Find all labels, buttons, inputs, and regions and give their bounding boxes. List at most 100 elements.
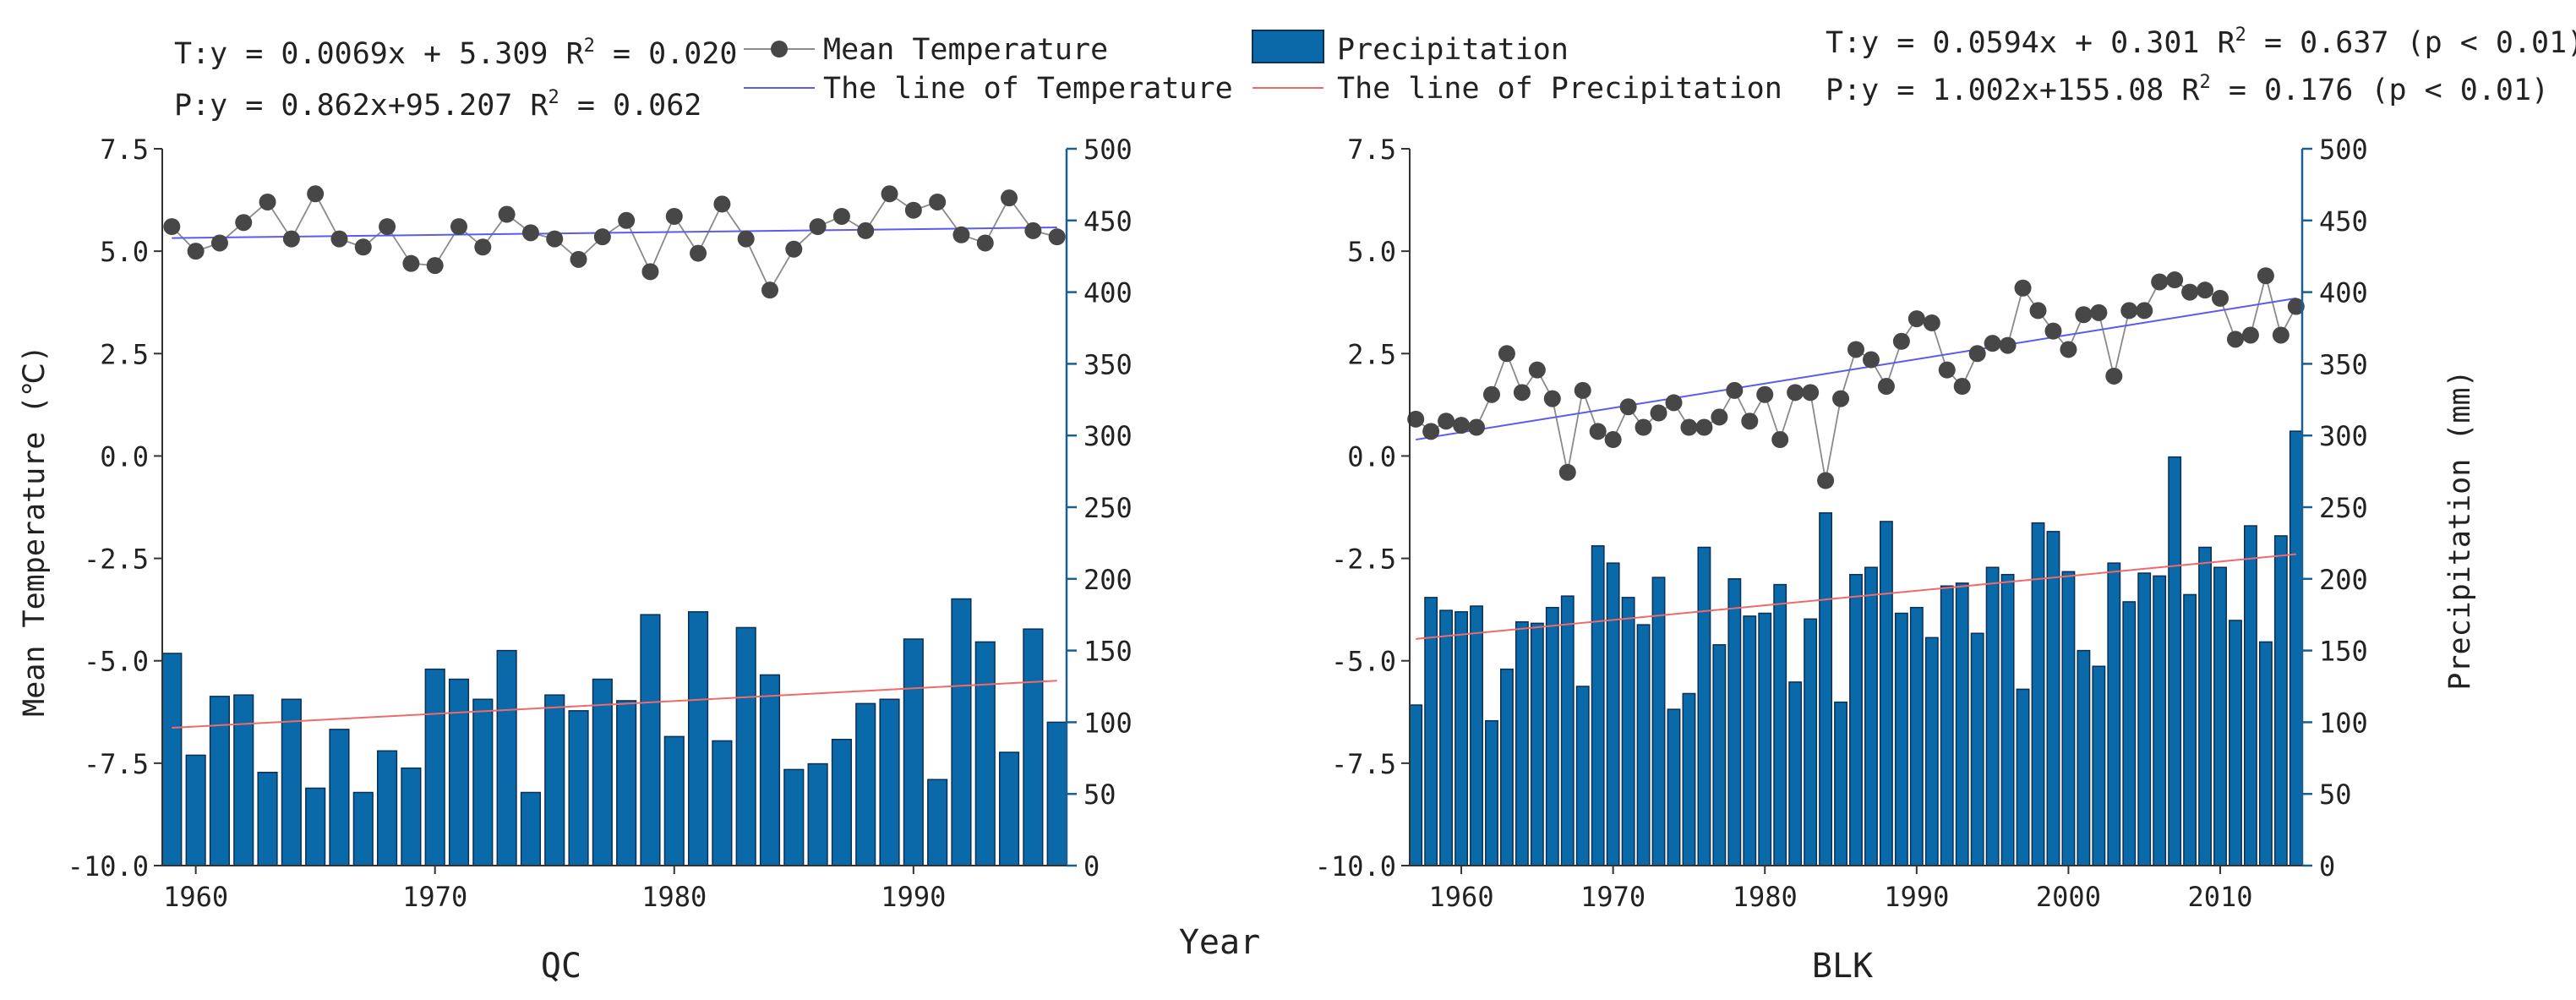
precipitation-bar xyxy=(1636,624,1651,866)
temperature-point xyxy=(570,250,587,268)
right-ticks-qc: 0 50 100 150 200 250 300 350 400 450 500 xyxy=(1067,134,1132,883)
right-tick-label: 150 xyxy=(1083,636,1132,668)
x-axis-label: Year xyxy=(1179,923,1260,962)
precipitation-bar xyxy=(1454,611,1469,866)
precipitation-bar xyxy=(1894,612,1908,866)
x-tick-label: 1960 xyxy=(163,881,228,913)
temperature-point xyxy=(1817,472,1835,489)
left-tick-label: -10.0 xyxy=(1315,850,1396,883)
temperature-point xyxy=(1407,410,1425,428)
temperature-point xyxy=(187,243,205,260)
precipitation-bar xyxy=(903,638,924,866)
temperature-point xyxy=(1498,345,1515,363)
equation-precipitation-qc: P:y = 0.862x+95.207 R2 = 0.062 xyxy=(174,87,701,123)
right-tick-label: 200 xyxy=(2319,564,2368,596)
precipitation-bar xyxy=(1530,622,1544,866)
right-tick-label: 0 xyxy=(1083,850,1100,883)
temperature-point xyxy=(426,257,444,275)
left-tick-label: -5.0 xyxy=(1331,646,1396,678)
left-tick-label: -7.5 xyxy=(1331,748,1396,780)
temperature-point xyxy=(832,207,850,225)
temperature-point xyxy=(2044,322,2062,340)
temperature-point xyxy=(1847,341,1864,358)
right-tick-label: 500 xyxy=(1083,134,1132,166)
left-tick-label: -5.0 xyxy=(84,646,149,678)
right-tick-label: 100 xyxy=(1083,707,1132,739)
temperature-point xyxy=(690,244,707,262)
x-tick-label: 1970 xyxy=(402,881,467,913)
temperature-points-qc xyxy=(163,185,1066,299)
temperature-point xyxy=(1482,385,1500,403)
temperature-point xyxy=(2029,302,2047,320)
precipitation-bar xyxy=(352,791,374,866)
precipitation-bar xyxy=(1864,566,1878,866)
legend-precipitation: Precipitation xyxy=(1252,30,1569,67)
precipitation-bar xyxy=(1985,566,2000,866)
precipitation-bar xyxy=(2122,601,2137,866)
precipitation-bar xyxy=(1773,583,1787,866)
left-tick-label: 0.0 xyxy=(1347,440,1396,473)
right-ticks-blk: 0 50 100 150 200 250 300 350 400 450 500 xyxy=(2302,134,2368,883)
x-ticks-blk: 1960 1970 1980 1990 2000 2010 xyxy=(1429,866,2253,913)
temperature-point xyxy=(450,218,468,236)
precipitation-bar xyxy=(1743,615,1757,866)
right-tick-label: 50 xyxy=(2319,779,2352,811)
right-tick-label: 300 xyxy=(1083,420,1132,452)
legend-label-temperature-line: The line of Temperature xyxy=(823,72,1233,106)
precipitation-bar xyxy=(209,696,231,866)
precipitation-bar xyxy=(520,791,541,866)
temperature-point xyxy=(2287,298,2305,315)
temperature-point xyxy=(2197,281,2214,299)
temperature-point xyxy=(929,193,947,210)
right-tick-label: 100 xyxy=(2319,707,2368,739)
precipitation-bar xyxy=(759,674,781,866)
right-tick-label: 200 xyxy=(1083,564,1132,596)
temperature-point xyxy=(2014,279,2032,297)
panel-qc: -10.0 -7.5 -5.0 -2.5 0.0 2.5 5.0 7.5 0 50 100 150 20… xyxy=(68,134,1132,913)
temperature-point xyxy=(1528,361,1546,379)
left-tick-label: 5.0 xyxy=(1347,236,1396,268)
precipitation-bars-qc xyxy=(161,598,1067,866)
temperature-point xyxy=(1589,423,1607,440)
precipitation-bar xyxy=(974,641,996,866)
temperature-point xyxy=(1711,408,1728,426)
x-tick-label: 1990 xyxy=(1884,881,1949,913)
precipitation-bar xyxy=(1470,605,1483,866)
precipitation-bar xyxy=(1834,701,1847,866)
left-tick-label: 2.5 xyxy=(100,338,149,370)
legend-precipitation-line: The line of Precipitation xyxy=(1253,72,1782,106)
temperature-point xyxy=(1999,336,2017,354)
temperature-point xyxy=(379,218,396,236)
precipitation-bar xyxy=(2213,566,2227,866)
temperature-point xyxy=(1862,351,1880,369)
legend: Mean Temperature The line of Temperature… xyxy=(744,30,1782,106)
x-tick-label: 1990 xyxy=(881,881,946,913)
left-tick-label: 5.0 xyxy=(100,236,149,268)
precipitation-bar xyxy=(2000,573,2015,866)
temperature-point xyxy=(2226,331,2244,348)
temperature-point xyxy=(737,230,755,248)
precipitation-bar xyxy=(2077,649,2091,866)
left-ticks-qc: -10.0 -7.5 -5.0 -2.5 0.0 2.5 5.0 7.5 xyxy=(68,134,162,883)
right-tick-label: 50 xyxy=(1083,779,1116,811)
right-tick-label: 400 xyxy=(1083,277,1132,309)
x-tick-label: 1980 xyxy=(1733,881,1798,913)
precipitation-bar xyxy=(1575,686,1590,866)
temperature-point xyxy=(1604,431,1622,449)
precipitation-bar xyxy=(1788,681,1803,866)
temperature-point xyxy=(618,211,636,229)
precipitation-bar xyxy=(1955,582,1969,866)
precipitation-bar xyxy=(2183,593,2197,866)
legend-label-precipitation-line: The line of Precipitation xyxy=(1337,72,1782,106)
temperature-point xyxy=(1756,385,1774,403)
temperature-point xyxy=(809,218,827,236)
precipitation-bar xyxy=(448,678,470,866)
precipitation-bar xyxy=(1621,597,1635,866)
right-tick-label: 250 xyxy=(1083,492,1132,524)
left-tick-label: 7.5 xyxy=(1347,134,1396,166)
left-tick-label: -7.5 xyxy=(84,748,149,780)
temperature-point xyxy=(1771,431,1789,449)
precipitation-bar xyxy=(2061,571,2076,866)
